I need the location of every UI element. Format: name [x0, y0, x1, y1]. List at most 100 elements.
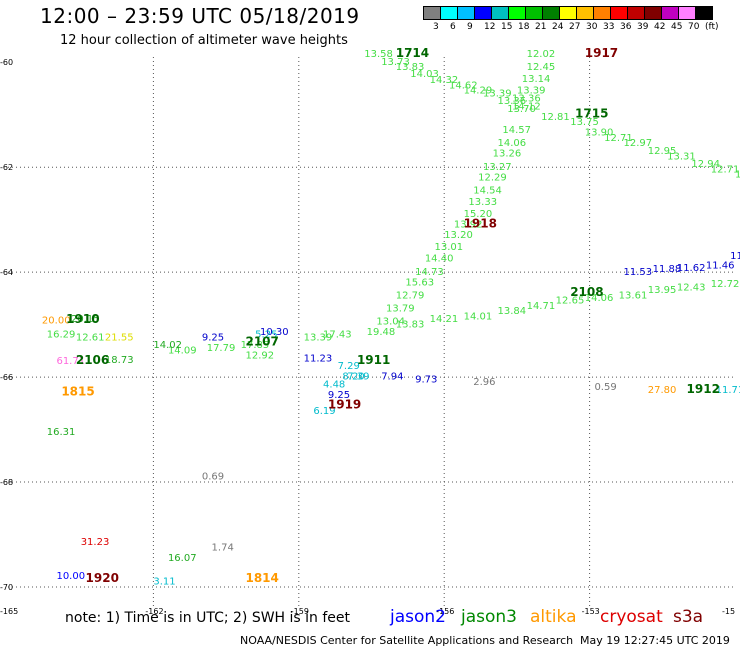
wave-height-label: 2.96	[473, 377, 495, 388]
wave-height-label: 13.61	[619, 290, 648, 301]
y-tick-label: -60	[0, 58, 13, 67]
wave-height-label: 17.85	[241, 340, 270, 351]
wave-height-label: 14.54	[473, 185, 502, 196]
wave-height-label: 14.06	[585, 293, 614, 304]
color-scale-tick: (ft)	[705, 22, 719, 32]
wave-height-label: 14.62	[449, 80, 478, 91]
color-scale-labels: 3 6 9 12 15 18 21 24 27 30 33 36 39 42 45 70 (ft)	[423, 22, 740, 36]
x-tick-label: -153	[582, 607, 600, 616]
wave-height-label: 17.43	[323, 330, 352, 341]
wave-height-label: 11.62	[677, 263, 706, 274]
wave-height-label: 16.07	[168, 553, 197, 564]
pass-time-label: 1918	[464, 217, 497, 231]
legend-altika: altika	[530, 607, 577, 627]
color-scale-tick: 3	[433, 22, 439, 32]
y-tick-label: -64	[0, 268, 13, 277]
wave-height-label: 13.39	[517, 86, 546, 97]
wave-height-label: 13.04	[376, 317, 405, 328]
wave-height-label: 17.79	[207, 343, 236, 354]
wave-height-label: 13.39	[483, 88, 512, 99]
wave-height-label: 61.71	[56, 356, 85, 367]
legend-cryosat: cryosat	[600, 607, 663, 627]
color-scale-tick: 45	[671, 22, 683, 32]
wave-height-label: 14.71	[527, 301, 556, 312]
wave-height-label: 14.01	[464, 311, 493, 322]
pass-time-label: 1911	[357, 353, 390, 367]
wave-height-label: 9.73	[415, 374, 437, 385]
wave-height-label: 13.79	[386, 304, 415, 315]
wave-height-label: 13.27	[483, 162, 512, 173]
wave-height-label: 13.76	[735, 170, 740, 181]
legend-jason3: jason3	[461, 607, 517, 627]
wave-height-label: 14.73	[415, 267, 444, 278]
pass-time-label: 2107	[245, 335, 278, 349]
x-tick-label: -15	[722, 607, 735, 616]
wave-height-label: 20.00	[42, 316, 71, 327]
wave-height-label: 7.94	[381, 372, 403, 383]
wave-height-label: 13.95	[648, 285, 677, 296]
wave-height-label: 14.21	[430, 314, 459, 325]
color-scale-tick: 21	[535, 22, 547, 32]
map-subtitle: 12 hour collection of altimeter wave hei…	[60, 33, 348, 48]
wave-height-label: 12.71	[711, 164, 740, 175]
wave-height-label: 12.71	[604, 133, 633, 144]
wave-height-label: 11.53	[624, 267, 653, 278]
wave-height-label: 21.55	[105, 332, 134, 343]
wave-height-label: 9.25	[328, 390, 350, 401]
wave-height-label: 13.84	[498, 306, 527, 317]
pass-time-label: 2106	[76, 353, 109, 367]
wave-height-label: 13.75	[570, 117, 599, 128]
wave-height-label: 12.95	[648, 146, 677, 157]
wave-height-label: 13.90	[585, 128, 614, 139]
wave-height-label: 12.45	[527, 62, 556, 73]
x-tick-label: -156	[436, 607, 454, 616]
wave-height-label: 31.23	[81, 537, 110, 548]
pass-time-label: 1714	[396, 46, 429, 60]
wave-height-label: 14.09	[168, 345, 197, 356]
wave-height-label: 1.74	[212, 542, 234, 553]
wave-height-label: 16.29	[47, 330, 76, 341]
color-scale-tick: 70	[688, 22, 700, 32]
pass-time-label: 1910	[66, 312, 99, 326]
x-tick-label: -159	[291, 607, 309, 616]
legend-jason2: jason2	[390, 607, 446, 627]
color-scale-tick: 24	[552, 22, 564, 32]
y-tick-label: -70	[0, 583, 13, 592]
pass-time-label: 1912	[687, 382, 720, 396]
wave-height-label: 13.83	[396, 319, 425, 330]
pass-time-label: 1815	[61, 384, 94, 398]
wave-height-label: 16.31	[47, 427, 76, 438]
legend-s3a: s3a	[673, 607, 704, 627]
wave-height-label: 13.36	[512, 94, 541, 105]
wave-height-label: 11.23	[304, 353, 333, 364]
color-scale-tick: 15	[501, 22, 513, 32]
wave-height-label: 11	[730, 251, 740, 262]
color-scale-tick: 6	[450, 22, 456, 32]
pass-time-label: 1920	[86, 571, 119, 585]
color-swatch	[695, 6, 713, 20]
wave-height-label: 12.43	[677, 283, 706, 294]
color-scale-tick: 33	[603, 22, 615, 32]
wave-height-label: 14.57	[502, 125, 531, 136]
wave-height-label: 13.92	[454, 220, 483, 231]
wave-height-label: 13.14	[522, 74, 551, 85]
wave-height-label: 6.19	[313, 406, 335, 417]
wave-height-label: 12.79	[396, 290, 425, 301]
wave-height-label: 5.25	[255, 330, 277, 341]
color-scale-tick: 12	[484, 22, 496, 32]
y-tick-label: -66	[0, 373, 13, 382]
wave-height-label: 12.02	[527, 49, 556, 60]
wave-height-label: 0.69	[202, 471, 224, 482]
y-tick-label: -68	[0, 478, 13, 487]
pass-time-label: 1917	[585, 46, 618, 60]
wave-height-label: 15.20	[464, 209, 493, 220]
wave-height-label: 14.40	[425, 254, 454, 265]
wave-height-label: 4.48	[323, 380, 345, 391]
wave-height-label: 19.48	[367, 327, 396, 338]
footer-note: note: 1) Time is in UTC; 2) SWH is in fe…	[65, 610, 351, 626]
wave-height-label: 12.65	[556, 296, 585, 307]
pass-time-label: 1814	[245, 571, 278, 585]
wave-height-label: 10.00	[56, 571, 85, 582]
wave-height-label: 14.12	[512, 101, 541, 112]
color-scale-tick: 9	[467, 22, 473, 32]
